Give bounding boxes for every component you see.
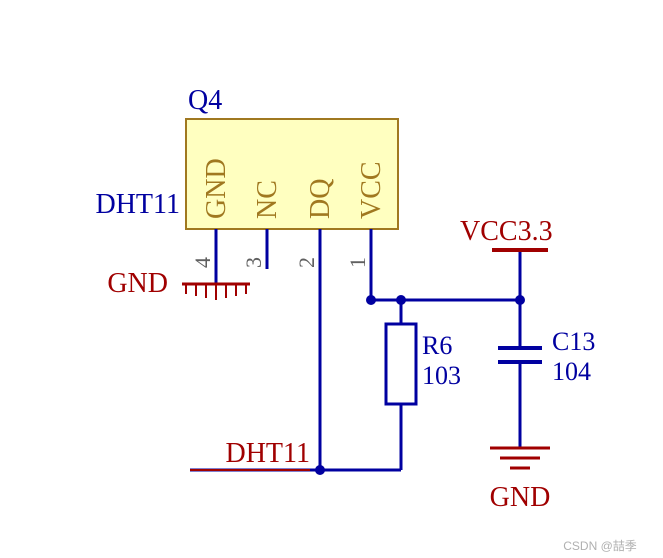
ic-pin-number-1: 1 bbox=[345, 257, 370, 268]
net-label-vcc: VCC3.3 bbox=[460, 216, 553, 247]
net-label-gnd-left: GND bbox=[107, 268, 168, 299]
watermark: CSDN @喆季 bbox=[563, 539, 637, 553]
junction-dq bbox=[315, 465, 325, 475]
ic-pin-number-2: 2 bbox=[294, 257, 319, 268]
ic-pin-name-DQ: DQ bbox=[305, 179, 336, 219]
net-label-gnd-right: GND bbox=[490, 482, 551, 513]
ic-pin-name-GND: GND bbox=[201, 158, 232, 219]
ic-pin-number-4: 4 bbox=[190, 257, 215, 268]
resistor-value: 103 bbox=[422, 361, 461, 390]
cap-value: 104 bbox=[552, 357, 591, 386]
net-label-dht11: DHT11 bbox=[225, 438, 310, 469]
ic-ref: Q4 bbox=[188, 85, 222, 116]
ic-pin-number-3: 3 bbox=[241, 257, 266, 268]
cap-ref: C13 bbox=[552, 327, 595, 356]
resistor-ref: R6 bbox=[422, 331, 452, 360]
resistor-body bbox=[386, 324, 416, 404]
junction-r6-top bbox=[396, 295, 406, 305]
ic-part-label: DHT11 bbox=[95, 189, 180, 220]
junction-vcc-dq bbox=[366, 295, 376, 305]
ic-pin-name-VCC: VCC bbox=[356, 161, 387, 219]
ic-pin-name-NC: NC bbox=[252, 180, 283, 219]
